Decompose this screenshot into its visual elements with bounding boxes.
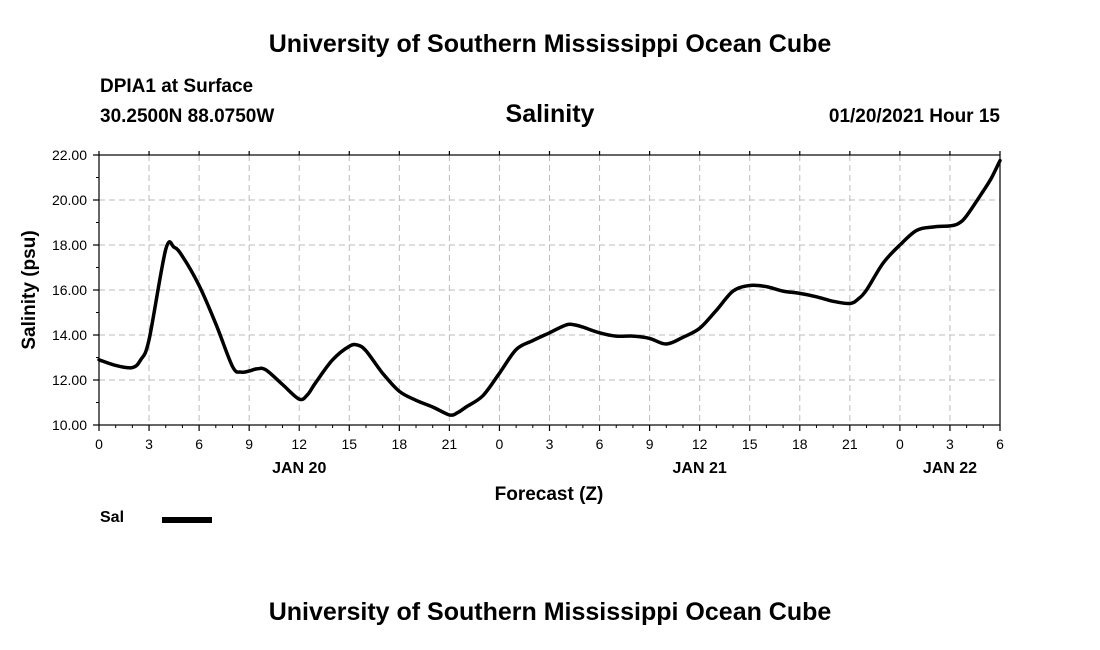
x-tick-label: 6 (596, 436, 604, 452)
date-label: JAN 20 (272, 460, 326, 477)
x-tick-label: 9 (245, 436, 253, 452)
tick-labels: 10.00 12.00 14.00 16.00 18.00 20.00 22.00 0 3 6 9 1… (52, 147, 1004, 477)
x-tick-label: 21 (842, 436, 858, 452)
forecast-datetime: 01/20/2021 Hour 15 (828, 106, 1000, 127)
footer-title: University of Southern Mississippi Ocean… (268, 598, 832, 626)
y-tick-label: 18.00 (52, 237, 87, 253)
date-label: JAN 22 (923, 460, 977, 477)
y-tick-label: 14.00 (52, 327, 87, 343)
page-title: University of Southern Mississippi Ocean… (268, 30, 832, 58)
x-tick-label: 15 (341, 436, 357, 452)
x-tick-label: 3 (546, 436, 554, 452)
x-tick-label: 0 (496, 436, 504, 452)
y-tick-label: 10.00 (52, 417, 87, 433)
y-tick-label: 12.00 (52, 372, 87, 388)
y-tick-label: 22.00 (52, 147, 87, 163)
grid (99, 155, 1000, 425)
x-tick-label: 12 (692, 436, 708, 452)
legend-swatch (162, 517, 212, 523)
coordinates-label: 30.2500N 88.0750W (100, 106, 275, 127)
x-tick-label: 21 (442, 436, 458, 452)
x-tick-label: 6 (996, 436, 1004, 452)
ticks (93, 151, 1001, 431)
x-tick-label: 0 (896, 436, 904, 452)
x-tick-label: 12 (291, 436, 307, 452)
x-tick-label: 18 (392, 436, 408, 452)
station-label: DPIA1 at Surface (100, 76, 254, 97)
date-label: JAN 21 (673, 460, 727, 477)
chart-title: Salinity (505, 100, 595, 128)
y-axis-title: Salinity (psu) (19, 230, 40, 349)
x-axis-title: Forecast (Z) (495, 484, 604, 505)
y-tick-label: 20.00 (52, 192, 87, 208)
x-tick-label: 3 (946, 436, 954, 452)
x-tick-label: 6 (195, 436, 203, 452)
y-tick-label: 16.00 (52, 282, 87, 298)
x-tick-label: 3 (145, 436, 153, 452)
x-tick-label: 18 (792, 436, 808, 452)
x-tick-label: 9 (646, 436, 654, 452)
salinity-series-line (97, 158, 1002, 417)
legend-label: Sal (100, 509, 125, 526)
x-tick-label: 15 (742, 436, 758, 452)
x-tick-label: 0 (95, 436, 103, 452)
